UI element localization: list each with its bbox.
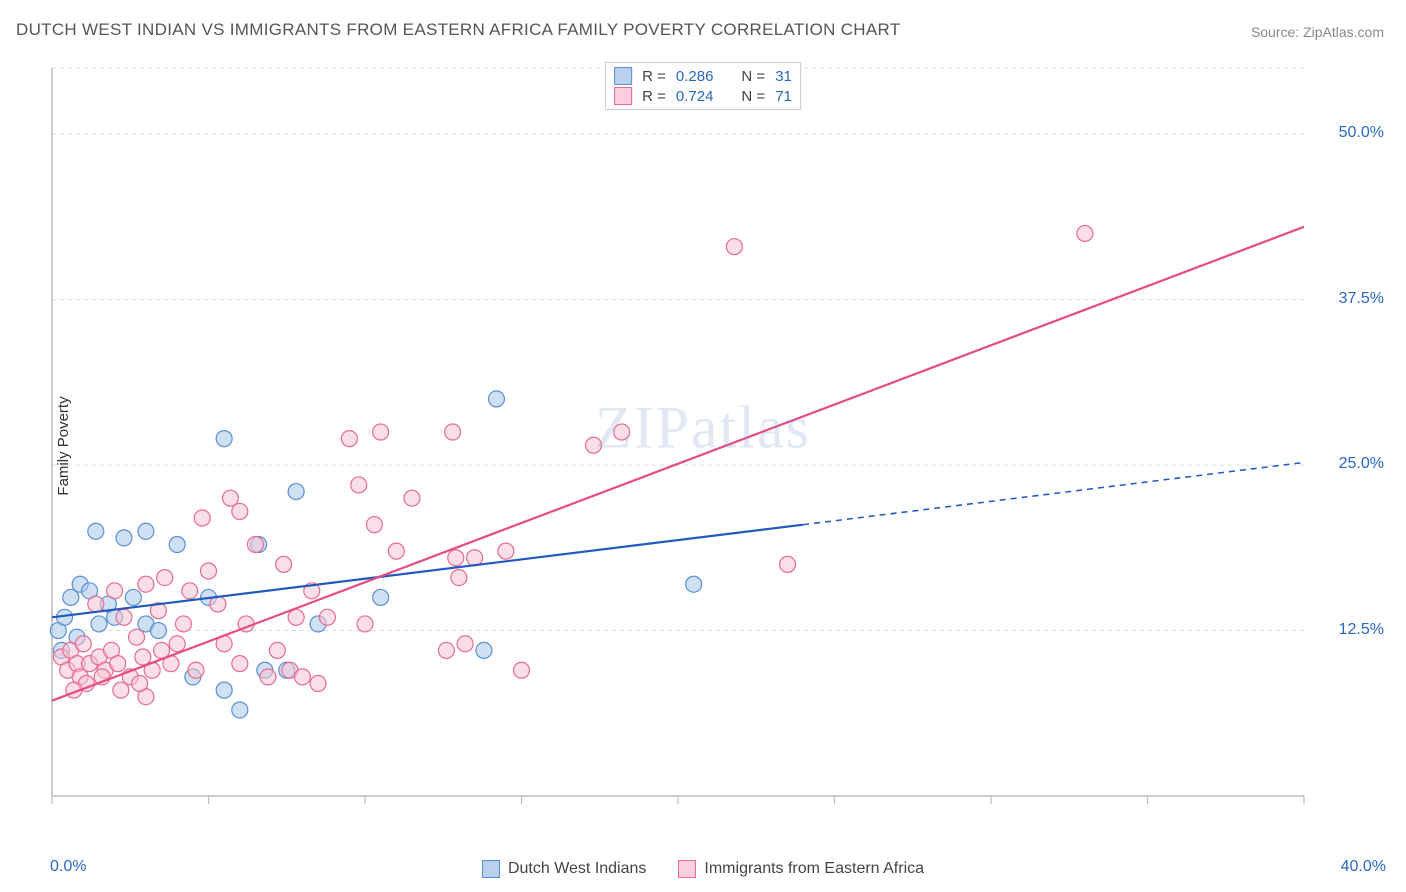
r-value-eafrica: 0.724 xyxy=(676,88,714,105)
x-tick-40: 40.0% xyxy=(1341,858,1386,876)
chart-title: DUTCH WEST INDIAN VS IMMIGRANTS FROM EAS… xyxy=(16,20,900,40)
swatch-eafrica xyxy=(614,87,632,105)
swatch-dutch xyxy=(614,67,632,85)
legend-item-eafrica: Immigrants from Eastern Africa xyxy=(678,860,924,878)
scatter-plot xyxy=(48,60,1384,820)
n-value-eafrica: 71 xyxy=(775,88,792,105)
legend-label-eafrica: Immigrants from Eastern Africa xyxy=(704,860,924,878)
n-label: N = xyxy=(741,88,765,105)
x-tick-0: 0.0% xyxy=(50,858,86,876)
y-tick-12: 12.5% xyxy=(1339,621,1384,639)
n-label: N = xyxy=(741,68,765,85)
source-label: Source: ZipAtlas.com xyxy=(1251,24,1384,40)
chart-area xyxy=(48,60,1384,820)
swatch-dutch-bottom xyxy=(482,860,500,878)
legend-item-dutch: Dutch West Indians xyxy=(482,860,646,878)
series-legend: Dutch West Indians Immigrants from Easte… xyxy=(482,860,924,878)
r-value-dutch: 0.286 xyxy=(676,68,714,85)
swatch-eafrica-bottom xyxy=(678,860,696,878)
y-tick-25: 25.0% xyxy=(1339,455,1384,473)
legend-row-dutch: R = 0.286 N = 31 xyxy=(614,66,792,86)
correlation-legend: R = 0.286 N = 31 R = 0.724 N = 71 xyxy=(605,62,801,110)
legend-label-dutch: Dutch West Indians xyxy=(508,860,646,878)
y-tick-50: 50.0% xyxy=(1339,124,1384,142)
y-tick-37: 37.5% xyxy=(1339,290,1384,308)
r-label: R = xyxy=(642,68,666,85)
r-label: R = xyxy=(642,88,666,105)
n-value-dutch: 31 xyxy=(775,68,792,85)
legend-row-eafrica: R = 0.724 N = 71 xyxy=(614,86,792,106)
